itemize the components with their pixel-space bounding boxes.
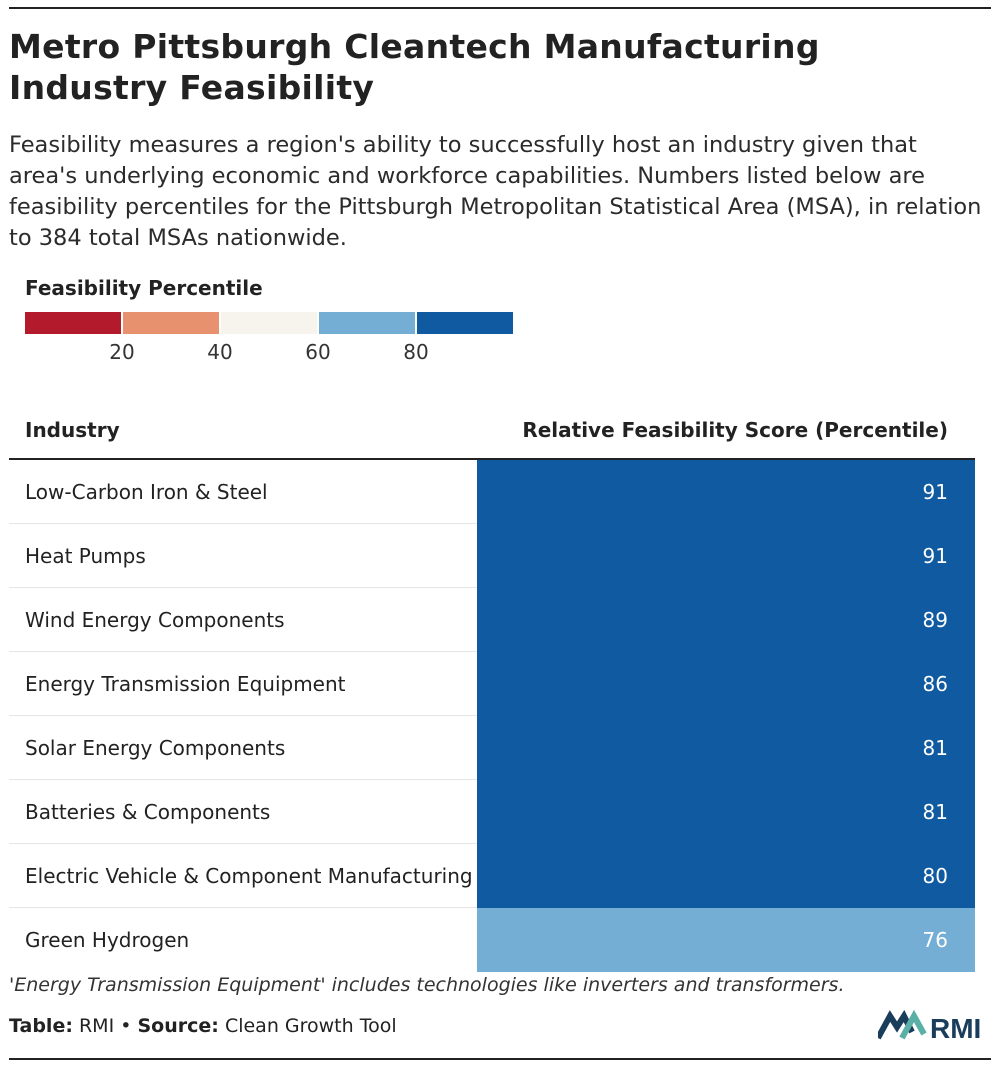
industry-name: Low-Carbon Iron & Steel [25, 480, 268, 504]
row-divider [9, 523, 477, 524]
legend-tick-label: 40 [207, 340, 233, 364]
row-divider [9, 715, 477, 716]
score-value: 91 [922, 544, 948, 568]
score-cell: 80 [477, 844, 975, 908]
rmi-logo-mark [878, 1010, 915, 1040]
credit-table-label: Table: [9, 1015, 73, 1037]
industry-name: Wind Energy Components [25, 608, 285, 632]
header-rule [9, 458, 975, 460]
industry-name: Energy Transmission Equipment [25, 672, 346, 696]
footnote: 'Energy Transmission Equipment' includes… [9, 974, 845, 996]
chart-subtitle: Feasibility measures a region's ability … [9, 132, 982, 251]
score-value: 81 [922, 736, 948, 760]
score-value: 76 [922, 928, 948, 952]
legend-swatch [25, 312, 121, 334]
table-row: Batteries & Components 81 [9, 780, 975, 844]
table-row: Electric Vehicle & Component Manufacturi… [9, 844, 975, 908]
table-row: Heat Pumps 91 [9, 524, 975, 588]
legend-tick-label: 20 [109, 340, 135, 364]
column-header-industry: Industry [25, 418, 120, 442]
legend-tick-label: 60 [305, 340, 331, 364]
score-cell: 81 [477, 780, 975, 844]
legend-swatch [319, 312, 415, 334]
credit-table-value: RMI [78, 1015, 115, 1037]
credit-source-label: Source: [137, 1015, 219, 1037]
score-cell: 86 [477, 652, 975, 716]
industry-name: Electric Vehicle & Component Manufacturi… [25, 864, 473, 888]
row-divider [9, 779, 477, 780]
table-row: Green Hydrogen 76 [9, 908, 975, 972]
score-value: 81 [922, 800, 948, 824]
table-row: Wind Energy Components 89 [9, 588, 975, 652]
row-divider [9, 843, 477, 844]
legend-tick-label: 80 [403, 340, 429, 364]
industry-name: Solar Energy Components [25, 736, 286, 760]
table-row: Solar Energy Components 81 [9, 716, 975, 780]
score-cell: 91 [477, 524, 975, 588]
industry-name: Heat Pumps [25, 544, 146, 568]
credit-source-value: Clean Growth Tool [224, 1015, 397, 1037]
rmi-logo-text: RMI [930, 1013, 981, 1042]
score-value: 91 [922, 480, 948, 504]
credit-separator: • [120, 1015, 132, 1037]
legend-swatch [123, 312, 219, 334]
row-divider [9, 587, 477, 588]
column-header-score: Relative Feasibility Score (Percentile) [522, 418, 948, 442]
table-row: Low-Carbon Iron & Steel 91 [9, 460, 975, 524]
bottom-rule [9, 1058, 991, 1060]
score-cell: 81 [477, 716, 975, 780]
legend-swatch [417, 312, 513, 334]
score-value: 80 [922, 864, 948, 888]
legend-color-scale [25, 312, 515, 334]
industry-name: Green Hydrogen [25, 928, 190, 952]
score-value: 89 [922, 608, 948, 632]
score-cell: 91 [477, 460, 975, 524]
legend-title: Feasibility Percentile [25, 276, 263, 300]
rmi-logo: RMI [878, 1010, 981, 1042]
score-cell: 89 [477, 588, 975, 652]
top-rule [9, 7, 991, 9]
table-row: Energy Transmission Equipment 86 [9, 652, 975, 716]
row-divider [9, 651, 477, 652]
chart-title: Metro Pittsburgh Cleantech Manufacturing… [9, 27, 820, 107]
row-divider [9, 907, 477, 908]
score-value: 86 [922, 672, 948, 696]
legend-swatch [221, 312, 317, 334]
industry-name: Batteries & Components [25, 800, 271, 824]
credit-line: Table: RMI • Source: Clean Growth Tool [9, 1015, 397, 1037]
rmi-logo-mark-accent [899, 1010, 927, 1040]
score-cell: 76 [477, 908, 975, 972]
